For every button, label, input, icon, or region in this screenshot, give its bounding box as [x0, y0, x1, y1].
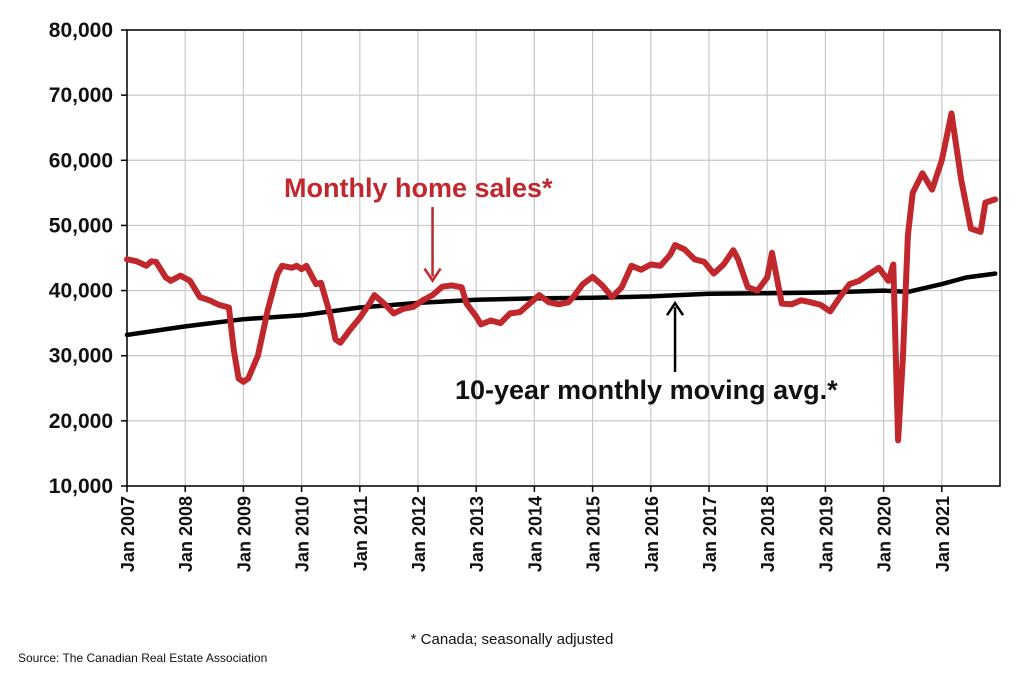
home-sales-chart: 10,000 20,000 30,000 40,000 50,000 60,000 70,0… [49, 19, 1001, 572]
x-tick-label: Jan 2008 [176, 496, 196, 572]
sales-series-label: Monthly home sales* [284, 173, 553, 203]
x-tick-label: Jan 2011 [351, 496, 371, 571]
footnote: * Canada; seasonally adjusted [410, 631, 614, 648]
sales-arrow-head [423, 267, 442, 283]
annotations: Monthly home sales* 10-year monthly movin… [284, 173, 838, 405]
x-axis-ticks: Jan 2007 Jan 2008 Jan 2009 Jan 2010 Jan 2011… [118, 486, 953, 572]
y-tick-label: 40,000 [49, 280, 113, 303]
y-tick-label: 50,000 [49, 214, 113, 237]
plot-area-frame [126, 29, 1001, 487]
avg-series-label: 10-year monthly moving avg.* [455, 375, 838, 405]
moving-average-line [124, 271, 998, 338]
x-tick-label: Jan 2016 [642, 496, 662, 572]
x-tick-label: Jan 2021 [933, 496, 953, 572]
source-note: Source: The Canadian Real Estate Associa… [18, 651, 268, 665]
y-tick-label: 10,000 [49, 475, 113, 498]
grid-lines [126, 29, 1001, 487]
x-tick-label: Jan 2017 [700, 496, 720, 572]
x-tick-label: Jan 2018 [758, 496, 778, 572]
y-axis-ticks: 10,000 20,000 30,000 40,000 50,000 60,000 70,0… [49, 19, 127, 498]
y-tick-label: 80,000 [49, 19, 113, 42]
x-tick-label: Jan 2009 [234, 496, 254, 572]
x-tick-label: Jan 2014 [525, 496, 545, 572]
monthly-sales-line [124, 110, 999, 444]
avg-arrow-head [666, 300, 685, 316]
x-tick-label: Jan 2010 [293, 496, 313, 572]
y-tick-label: 60,000 [49, 149, 113, 172]
y-tick-label: 30,000 [49, 345, 113, 368]
y-tick-label: 70,000 [49, 84, 113, 107]
x-tick-label: Jan 2015 [584, 496, 604, 572]
y-tick-label: 20,000 [49, 410, 113, 433]
x-tick-label: Jan 2020 [875, 496, 895, 572]
x-tick-label: Jan 2007 [118, 496, 138, 572]
x-tick-label: Jan 2013 [467, 496, 487, 572]
x-tick-label: Jan 2019 [816, 496, 836, 572]
x-tick-label: Jan 2012 [409, 496, 429, 572]
